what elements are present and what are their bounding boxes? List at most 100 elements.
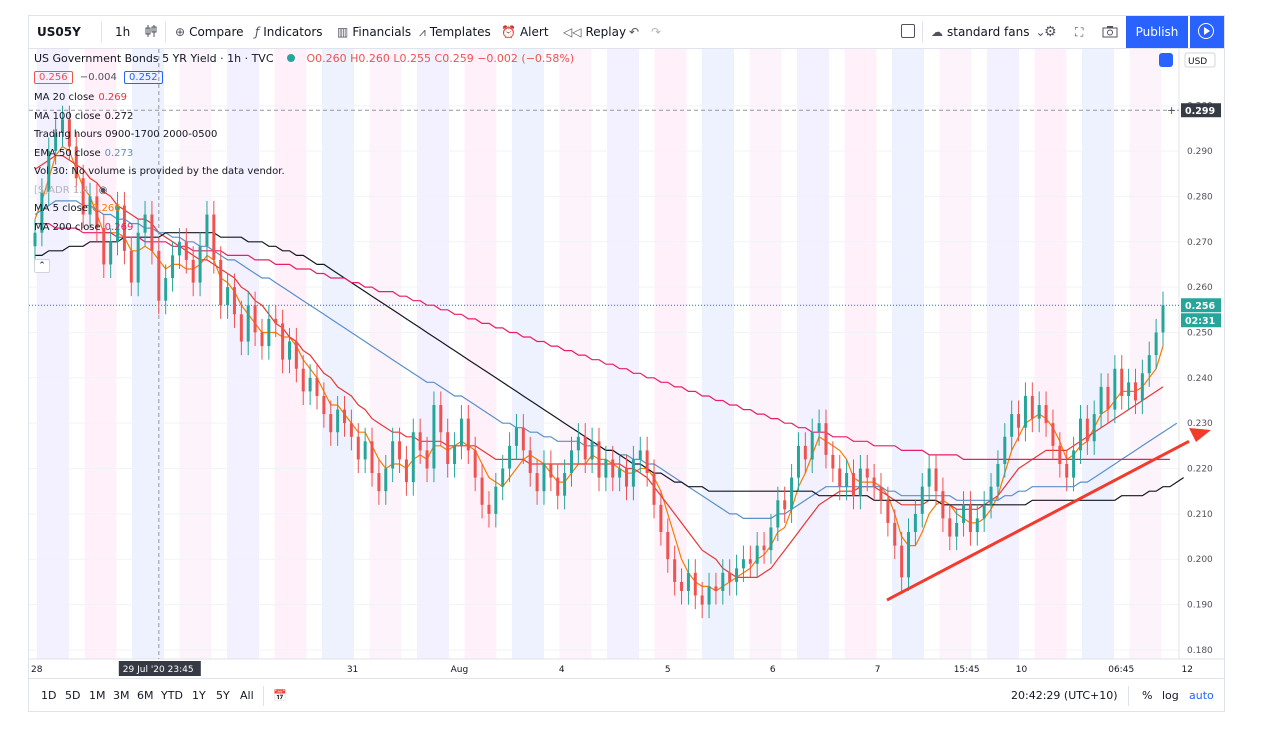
- indicators-label: Indicators: [263, 25, 323, 39]
- scale-lock-icon: [1159, 53, 1173, 67]
- ask-price[interactable]: 0.252: [124, 71, 163, 84]
- candle-body: [748, 559, 752, 564]
- percent-toggle[interactable]: %: [1142, 689, 1153, 702]
- indicator-legend-row[interactable]: MA 20 close 0.269: [34, 92, 127, 103]
- candle-body: [996, 463, 1000, 487]
- candle-body: [1161, 305, 1165, 333]
- candle-body: [67, 119, 71, 147]
- candle-body: [487, 504, 491, 514]
- undo-icon[interactable]: ↶: [629, 25, 640, 39]
- candle-body: [913, 513, 917, 533]
- candle-body: [824, 423, 828, 455]
- candle-body: [184, 241, 188, 260]
- interval-button[interactable]: 1h: [115, 25, 131, 39]
- candle-body: [886, 500, 890, 523]
- candle-body: [659, 504, 663, 533]
- indicator-legend-row[interactable]: Trading hours 0900-1700 2000-0500: [34, 129, 217, 140]
- candle-body: [411, 432, 415, 483]
- market-open-dot: [287, 54, 296, 62]
- compare-label: Compare: [189, 25, 244, 39]
- candle-body: [962, 504, 966, 523]
- candle-body: [666, 532, 670, 560]
- indicator-legend-row[interactable]: MA 100 close 0.272: [34, 111, 133, 122]
- range-button-all[interactable]: All: [240, 689, 254, 702]
- candle-body: [879, 486, 883, 501]
- bid-price[interactable]: 0.256: [34, 71, 73, 84]
- range-button-1y[interactable]: 1Y: [192, 689, 206, 702]
- range-button-1m[interactable]: 1M: [89, 689, 106, 702]
- fullscreen-icon[interactable]: ⛶: [1075, 25, 1084, 39]
- bid-ask-row: 0.256 −0.004 0.252: [34, 71, 163, 84]
- candle-body: [501, 468, 505, 487]
- alert-button[interactable]: ⏰ Alert: [501, 16, 549, 48]
- y-tick-label: 0.250: [1187, 328, 1213, 338]
- auto-toggle[interactable]: auto: [1189, 689, 1214, 702]
- redo-icon[interactable]: ↷: [651, 25, 662, 39]
- financials-label: Financials: [352, 25, 412, 39]
- publish-button[interactable]: Publish: [1126, 16, 1188, 48]
- range-button-ytd[interactable]: YTD: [161, 689, 183, 702]
- gear-icon[interactable]: ⚙: [1044, 24, 1057, 40]
- trend-arrow-head: [1189, 427, 1211, 442]
- eye-hidden-icon[interactable]: ◉: [98, 184, 108, 196]
- function-icon: ƒ: [255, 25, 260, 39]
- price-chart[interactable]: 0.180 0.190 0.200 0.210 0.220 0.230 0.240 0.250…: [29, 49, 1224, 676]
- layout-menu[interactable]: ☁ standard fans ⌄: [931, 16, 1046, 48]
- range-button-3m[interactable]: 3M: [113, 689, 130, 702]
- indicator-legend-row[interactable]: Vol 30: No volume is provided by the dat…: [34, 166, 285, 177]
- candle-body: [948, 518, 952, 537]
- indicator-legend-row[interactable]: EMA 50 close 0.273: [34, 148, 133, 159]
- compare-button[interactable]: ⊕ Compare: [175, 16, 244, 48]
- goto-date-icon[interactable]: 📅: [273, 689, 287, 702]
- candle-body: [95, 196, 99, 229]
- chart-pane[interactable]: 0.180 0.190 0.200 0.210 0.220 0.230 0.240 0.250…: [29, 49, 1224, 676]
- play-icon[interactable]: [1190, 16, 1224, 48]
- spread-value: −0.004: [79, 72, 117, 83]
- candle-body: [693, 572, 697, 596]
- candle-body: [1051, 423, 1055, 446]
- range-button-5d[interactable]: 5D: [65, 689, 81, 702]
- indicator-legend-row[interactable]: MA 5 close 0.266: [34, 203, 121, 214]
- range-button-1d[interactable]: 1D: [41, 689, 57, 702]
- candle-body: [638, 450, 642, 460]
- replay-button[interactable]: ◁◁ Replay: [563, 16, 626, 48]
- candle-body: [198, 246, 202, 283]
- session-band: [84, 49, 117, 659]
- templates-button[interactable]: ⩘ Templates: [419, 16, 491, 48]
- session-band: [1082, 49, 1114, 659]
- camera-icon[interactable]: [1102, 16, 1118, 48]
- candle-body: [508, 445, 512, 469]
- x-tick-label: 28: [31, 665, 43, 675]
- y-tick-label: 0.220: [1187, 465, 1213, 475]
- candle-body: [74, 146, 78, 179]
- legend-symbol-title: US Government Bonds 5 YR Yield · 1h · TV…: [34, 52, 274, 65]
- candles-style-icon[interactable]: [144, 16, 158, 48]
- indicator-name: Vol 30: No volume is provided by the dat…: [34, 166, 285, 177]
- session-band: [939, 49, 972, 659]
- candle-body: [294, 341, 298, 369]
- indicator-legend-row[interactable]: [S]ADR 1.4 ◉: [34, 185, 107, 196]
- collapse-legend-icon[interactable]: ⌃: [34, 259, 50, 273]
- checkbox-icon[interactable]: [901, 16, 915, 48]
- crosshair-time-label: 29 Jul '20 23:45: [123, 665, 194, 675]
- candle-body: [762, 545, 766, 551]
- crosshair-price-label: 0.299: [1185, 106, 1215, 117]
- x-tick-label: 31: [347, 665, 358, 675]
- chart-window: US05Y 1h ⊕ Compare ƒ Indicators ▥ Financial…: [28, 15, 1225, 712]
- clock-timezone[interactable]: 20:42:29 (UTC+10): [1011, 689, 1118, 702]
- financials-button[interactable]: ▥ Financials: [337, 16, 411, 48]
- candle-body: [934, 468, 938, 492]
- candle-body: [453, 445, 457, 464]
- candle-body: [212, 214, 216, 260]
- candle-body: [700, 595, 704, 605]
- indicator-legend-row[interactable]: MA 200 close 0.269: [34, 222, 133, 233]
- session-band: [227, 49, 259, 659]
- candle-body: [33, 232, 37, 247]
- candle-body: [790, 477, 794, 510]
- range-button-6m[interactable]: 6M: [137, 689, 154, 702]
- last-price-label-box: [1181, 298, 1221, 313]
- log-toggle[interactable]: log: [1162, 689, 1179, 702]
- indicators-button[interactable]: ƒ Indicators: [255, 16, 323, 48]
- range-button-5y[interactable]: 5Y: [216, 689, 230, 702]
- symbol-search[interactable]: US05Y: [37, 25, 81, 39]
